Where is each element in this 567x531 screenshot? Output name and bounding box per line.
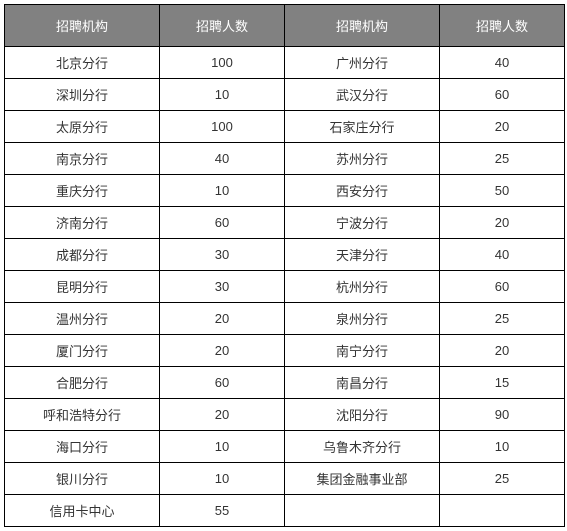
cell-count: 60 bbox=[440, 271, 565, 303]
cell-org: 广州分行 bbox=[285, 47, 440, 79]
header-count-2: 招聘人数 bbox=[440, 5, 565, 47]
cell-org: 石家庄分行 bbox=[285, 111, 440, 143]
header-org-1: 招聘机构 bbox=[5, 5, 160, 47]
cell-count: 10 bbox=[160, 431, 285, 463]
table-row: 昆明分行30杭州分行60 bbox=[5, 271, 565, 303]
cell-org: 沈阳分行 bbox=[285, 399, 440, 431]
cell-count: 100 bbox=[160, 47, 285, 79]
table-row: 信用卡中心55 bbox=[5, 495, 565, 527]
cell-count: 30 bbox=[160, 239, 285, 271]
cell-count: 55 bbox=[160, 495, 285, 527]
cell-org: 济南分行 bbox=[5, 207, 160, 239]
table-row: 深圳分行10武汉分行60 bbox=[5, 79, 565, 111]
cell-org: 深圳分行 bbox=[5, 79, 160, 111]
cell-count: 30 bbox=[160, 271, 285, 303]
cell-count: 20 bbox=[440, 335, 565, 367]
cell-org: 厦门分行 bbox=[5, 335, 160, 367]
cell-count: 60 bbox=[160, 207, 285, 239]
cell-org: 集团金融事业部 bbox=[285, 463, 440, 495]
cell-org: 成都分行 bbox=[5, 239, 160, 271]
cell-org: 南京分行 bbox=[5, 143, 160, 175]
cell-count: 20 bbox=[440, 207, 565, 239]
cell-count: 20 bbox=[160, 335, 285, 367]
cell-count: 25 bbox=[440, 303, 565, 335]
cell-count: 15 bbox=[440, 367, 565, 399]
header-count-1: 招聘人数 bbox=[160, 5, 285, 47]
cell-org bbox=[285, 495, 440, 527]
table-row: 北京分行100广州分行40 bbox=[5, 47, 565, 79]
cell-count: 40 bbox=[440, 239, 565, 271]
table-row: 合肥分行60南昌分行15 bbox=[5, 367, 565, 399]
table-row: 温州分行20泉州分行25 bbox=[5, 303, 565, 335]
cell-org: 宁波分行 bbox=[285, 207, 440, 239]
cell-org: 苏州分行 bbox=[285, 143, 440, 175]
cell-count: 10 bbox=[440, 431, 565, 463]
cell-org: 银川分行 bbox=[5, 463, 160, 495]
cell-org: 西安分行 bbox=[285, 175, 440, 207]
cell-count: 10 bbox=[160, 463, 285, 495]
table-row: 厦门分行20南宁分行20 bbox=[5, 335, 565, 367]
table-row: 海口分行10乌鲁木齐分行10 bbox=[5, 431, 565, 463]
cell-count: 100 bbox=[160, 111, 285, 143]
cell-org: 南昌分行 bbox=[285, 367, 440, 399]
cell-count: 25 bbox=[440, 463, 565, 495]
cell-count: 60 bbox=[440, 79, 565, 111]
cell-org: 乌鲁木齐分行 bbox=[285, 431, 440, 463]
table-header-row: 招聘机构 招聘人数 招聘机构 招聘人数 bbox=[5, 5, 565, 47]
cell-count: 60 bbox=[160, 367, 285, 399]
cell-count: 40 bbox=[160, 143, 285, 175]
cell-org: 昆明分行 bbox=[5, 271, 160, 303]
cell-org: 重庆分行 bbox=[5, 175, 160, 207]
cell-count: 25 bbox=[440, 143, 565, 175]
header-org-2: 招聘机构 bbox=[285, 5, 440, 47]
cell-org: 杭州分行 bbox=[285, 271, 440, 303]
table-row: 重庆分行10西安分行50 bbox=[5, 175, 565, 207]
table-body: 北京分行100广州分行40深圳分行10武汉分行60太原分行100石家庄分行20南… bbox=[5, 47, 565, 527]
table-row: 太原分行100石家庄分行20 bbox=[5, 111, 565, 143]
cell-count: 20 bbox=[160, 399, 285, 431]
cell-count: 90 bbox=[440, 399, 565, 431]
cell-org: 海口分行 bbox=[5, 431, 160, 463]
cell-count: 20 bbox=[160, 303, 285, 335]
table-row: 呼和浩特分行20沈阳分行90 bbox=[5, 399, 565, 431]
cell-count: 50 bbox=[440, 175, 565, 207]
recruitment-table: 招聘机构 招聘人数 招聘机构 招聘人数 北京分行100广州分行40深圳分行10武… bbox=[4, 4, 565, 527]
cell-org: 南宁分行 bbox=[285, 335, 440, 367]
cell-org: 太原分行 bbox=[5, 111, 160, 143]
cell-count: 20 bbox=[440, 111, 565, 143]
cell-org: 天津分行 bbox=[285, 239, 440, 271]
cell-org: 泉州分行 bbox=[285, 303, 440, 335]
cell-org: 合肥分行 bbox=[5, 367, 160, 399]
table-row: 南京分行40苏州分行25 bbox=[5, 143, 565, 175]
cell-org: 温州分行 bbox=[5, 303, 160, 335]
table-row: 成都分行30天津分行40 bbox=[5, 239, 565, 271]
cell-count bbox=[440, 495, 565, 527]
table-row: 银川分行10集团金融事业部25 bbox=[5, 463, 565, 495]
cell-org: 信用卡中心 bbox=[5, 495, 160, 527]
cell-count: 40 bbox=[440, 47, 565, 79]
cell-org: 武汉分行 bbox=[285, 79, 440, 111]
cell-org: 呼和浩特分行 bbox=[5, 399, 160, 431]
cell-count: 10 bbox=[160, 79, 285, 111]
cell-org: 北京分行 bbox=[5, 47, 160, 79]
cell-count: 10 bbox=[160, 175, 285, 207]
table-row: 济南分行60宁波分行20 bbox=[5, 207, 565, 239]
